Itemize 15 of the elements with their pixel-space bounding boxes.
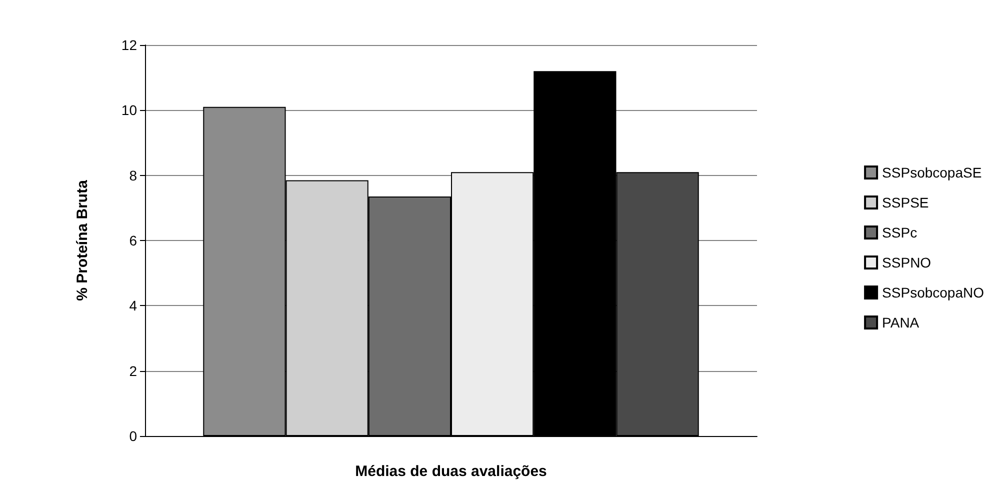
legend-label: SSPc [882,224,918,240]
legend-label: PANA [882,314,920,330]
y-tick-label: 2 [129,362,138,379]
y-tick-label: 10 [121,102,138,118]
legend-label: SSPNO [882,254,932,270]
y-tick-label: 8 [129,167,138,184]
y-tick-label: 4 [129,298,138,314]
y-axis-title: % Proteína Bruta [74,179,91,301]
x-axis-title: Médias de duas avaliações [355,463,547,480]
y-tick-label: 0 [129,428,138,444]
legend-label: SSPSE [882,194,929,210]
y-tick-label: 12 [121,37,138,53]
legend-label: SSPsobcopaNO [882,284,984,300]
y-tick-label: 6 [129,232,138,248]
legend-label: SSPsobcopaSE [882,164,982,180]
